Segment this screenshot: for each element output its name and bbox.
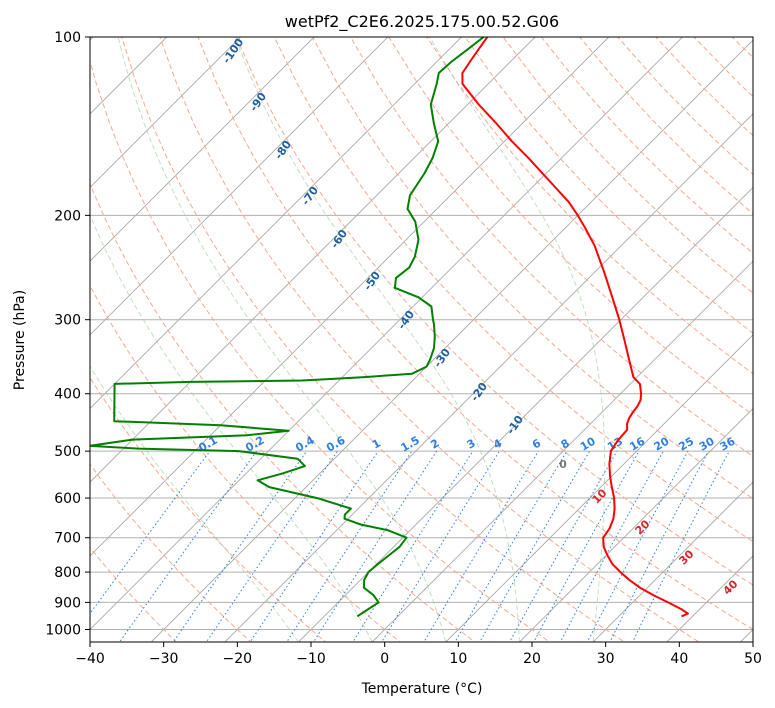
x-tick-label: 10 [449,651,467,667]
zero-label: 0 [559,458,567,471]
dry-adiabat-line [312,37,753,500]
isotherm-line [150,39,753,642]
dry-adiabat-line [388,37,753,416]
moist-adiabat-line [90,213,373,642]
mixing-ratio-line [352,450,474,642]
x-tick-label: −10 [296,651,326,667]
isotherm-line [90,37,536,483]
isotherm-line [90,37,610,557]
plot-area [90,37,753,642]
y-tick-label: 600 [54,491,81,507]
isotherm-line [90,37,389,336]
x-tick-label: 50 [744,651,762,667]
mixing-ratio-line [559,450,664,642]
moist-adiabat-line [234,37,520,642]
mixing-ratio-line [423,450,539,642]
mixing-ratio-line [249,450,379,642]
isotherm-line [90,37,684,631]
y-axis: 100 200 300 400 500 600 700 800 900 1000 [45,30,90,639]
mixing-ratio-line [312,450,438,642]
dry-adiabat-line [197,37,753,631]
isotherm-line [297,186,753,642]
dry-adiabat-line [502,37,753,294]
dry-adiabat-line [426,37,753,375]
isotherm-line [90,37,242,189]
y-tick-label: 1000 [45,623,81,639]
isotherm-line [518,407,753,642]
dewpoint-profile-line [90,37,485,618]
mixing-ratio-line [286,450,413,642]
y-tick-label: 700 [54,531,81,547]
data-lines [90,37,689,618]
dry-adiabat-line [235,37,753,586]
mixing-ratio-line [479,450,591,642]
x-tick-label: 0 [380,651,389,667]
x-tick-label: 30 [597,651,615,667]
dry-adiabat-line [90,376,327,642]
y-tick-label: 500 [54,444,81,460]
y-tick-label: 100 [54,30,81,46]
isotherm-line [371,260,753,642]
chart-title: wetPf2_C2E6.2025.175.00.52.G06 [285,12,559,32]
mixing-ratio-line [533,450,640,642]
moist-adiabat-line [90,365,299,642]
x-tick-label: −30 [149,651,179,667]
dry-adiabat-line [273,37,753,543]
moist-adiabat-line [117,37,447,642]
y-tick-label: 200 [54,208,81,224]
x-axis-title: Temperature (°C) [361,681,483,697]
moist-adiabat-line [429,37,606,642]
dry-adiabat-line [90,58,551,642]
dry-adiabat-line [90,546,177,642]
y-tick-label: 900 [54,595,81,611]
dry-adiabat-line [159,37,701,642]
x-axis: −40 −30 −20 −10 0 10 20 30 40 50 [75,642,762,667]
x-tick-label: 20 [523,651,541,667]
mixing-ratio-line [90,450,211,615]
y-tick-label: 800 [54,565,81,581]
temperature-profile-line [461,37,689,618]
y-tick-label: 400 [54,387,81,403]
isotherm-line [445,334,753,642]
x-tick-label: 40 [670,651,688,667]
x-tick-label: −40 [75,651,105,667]
mixing-ratio-line [118,450,258,642]
plot-frame [89,36,754,643]
isotherm-line [592,481,753,642]
dry-adiabat-line [121,37,626,642]
dry-adiabat-line [90,182,476,642]
mixing-ratio-line [205,450,339,642]
isotherm-line [224,113,753,642]
y-tick-label: 300 [54,313,81,329]
mixing-ratio-line [381,450,500,642]
y-axis-title: Pressure (hPa) [12,290,28,390]
mixing-ratio-line [509,450,618,642]
mixing-ratio-line [454,450,568,642]
dry-adiabat-line [770,37,775,654]
background-lines [90,37,775,654]
x-tick-label: −20 [223,651,253,667]
isotherm-line [90,37,315,262]
isotherm-line [90,37,463,410]
